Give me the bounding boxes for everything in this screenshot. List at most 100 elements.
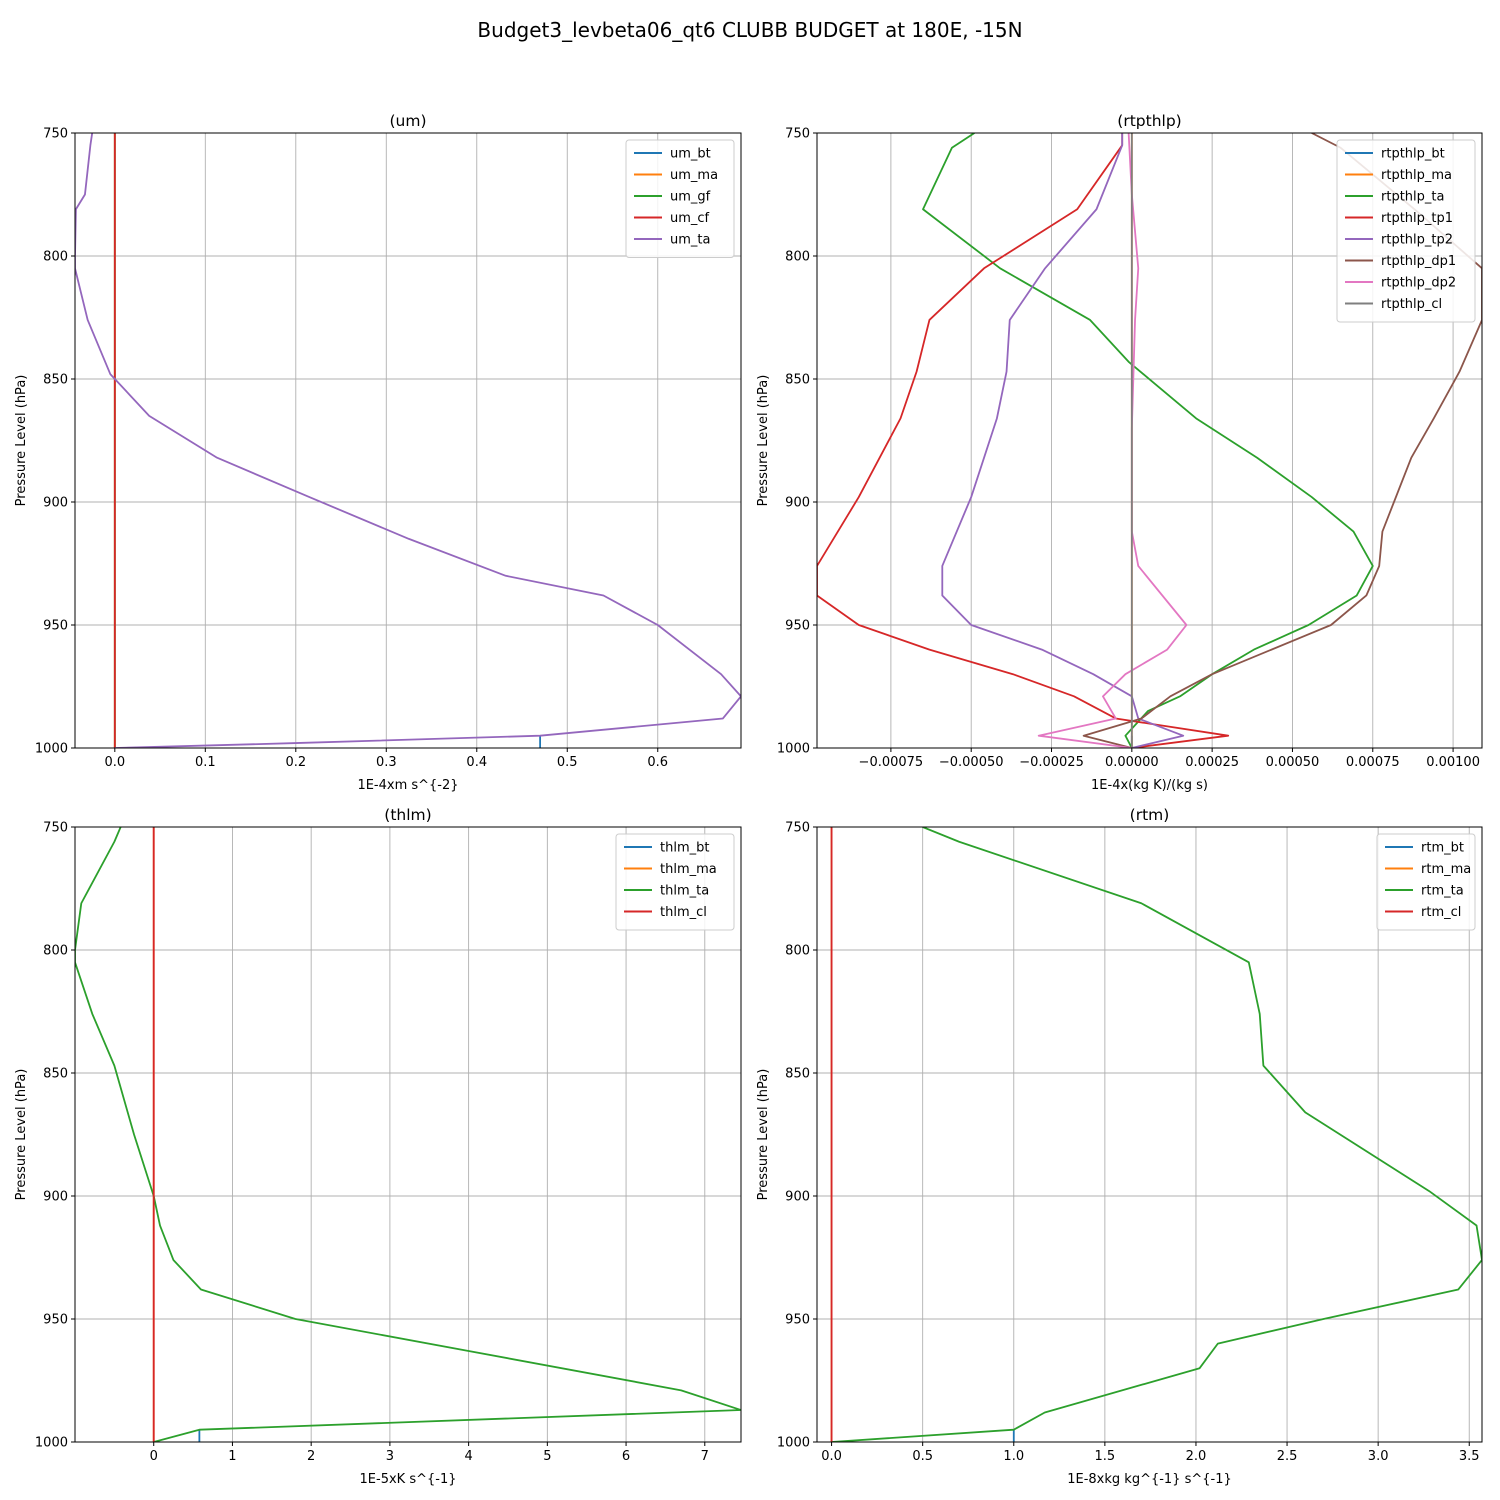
y-tick-label: 950 (785, 619, 810, 634)
y-tick-label: 800 (785, 944, 810, 959)
x-axis-label: 1E-4xm s^{-2} (357, 778, 458, 793)
legend-box (625, 139, 735, 258)
y-tick-label: 1000 (777, 742, 810, 757)
y-tick-label: 800 (785, 250, 810, 265)
subplot-0: 0.0 0.1 0.2 0.3 0.4 0.5 0.6 750 800 850 900 950 1000… (14, 112, 742, 793)
legend-entry: um_bt (670, 147, 711, 162)
legend-box (615, 833, 735, 931)
series-line-um_ta (75, 133, 741, 748)
y-tick-label: 750 (785, 821, 810, 836)
x-tick-label: 1 (228, 1449, 236, 1464)
y-tick-label: 1000 (35, 742, 68, 757)
legend-entry: rtpthlp_tp2 (1381, 233, 1453, 248)
y-tick-label: 850 (43, 373, 68, 388)
legend-entry: rtpthlp_ma (1381, 168, 1452, 183)
subplot-title: (um) (389, 112, 426, 130)
x-tick-label: 2.0 (1186, 1449, 1207, 1464)
legend-entry: rtpthlp_dp2 (1381, 276, 1456, 291)
legend-entry: rtpthlp_ta (1381, 190, 1444, 205)
legend-entry: rtpthlp_cl (1381, 297, 1442, 312)
x-tick-label: 0.3 (376, 755, 397, 770)
subplot-title: (rtpthlp) (1117, 112, 1181, 130)
x-tick-label: 0.0 (821, 1449, 842, 1464)
axes-frame (74, 826, 742, 1443)
x-tick-label: 0.0 (104, 755, 125, 770)
series-group (75, 827, 741, 1442)
legend-entry: rtm_ma (1421, 862, 1471, 877)
y-tick-label: 750 (43, 127, 68, 142)
figure-title: Budget3_levbeta06_qt6 CLUBB BUDGET at 18… (477, 18, 1022, 42)
x-tick-label: 4 (464, 1449, 472, 1464)
x-tick-label: 6 (622, 1449, 630, 1464)
legend-entry: rtm_ta (1421, 884, 1464, 899)
legend: rtpthlp_bt rtpthlp_ma rtpthlp_ta rtpthlp_tp… (1336, 139, 1476, 323)
y-tick-label: 800 (43, 944, 68, 959)
x-tick-label: −0.00075 (859, 755, 924, 770)
y-tick-label: 900 (43, 496, 68, 511)
x-tick-label: 1.5 (1095, 1449, 1116, 1464)
x-tick-label: 2.5 (1277, 1449, 1298, 1464)
x-tick-label: 0.00000 (1105, 755, 1159, 770)
subplot-3: 0.0 0.5 1.0 1.5 2.0 2.5 3.0 3.5 750 800 850 900 950 1… (756, 806, 1483, 1487)
y-tick-label: 900 (785, 496, 810, 511)
x-tick-label: 5 (543, 1449, 551, 1464)
legend-entry: um_ta (670, 233, 710, 248)
x-tick-label: 3.0 (1368, 1449, 1389, 1464)
legend-box (1336, 139, 1476, 323)
x-tick-label: 0.00050 (1266, 755, 1320, 770)
y-tick-label: 1000 (777, 1436, 810, 1451)
y-tick-label: 950 (43, 1313, 68, 1328)
x-tick-label: 0.00025 (1185, 755, 1239, 770)
x-axis-label: 1E-8xkg kg^{-1} s^{-1} (1067, 1472, 1232, 1487)
legend-entry: thlm_bt (660, 841, 709, 856)
legend: um_bt um_ma um_gf um_cf um_ta (625, 139, 735, 258)
axes-frame (74, 132, 742, 749)
x-tick-label: −0.00025 (1019, 755, 1084, 770)
x-tick-label: 0.6 (647, 755, 668, 770)
series-group (830, 827, 1482, 1442)
legend-entry: um_ma (670, 168, 718, 183)
legend-entry: thlm_cl (660, 905, 707, 920)
x-tick-label: −0.00050 (939, 755, 1004, 770)
legend-entry: thlm_ta (660, 884, 709, 899)
series-line-thlm_ta (75, 827, 741, 1442)
y-axis-label: Pressure Level (hPa) (756, 1069, 771, 1201)
series-group (817, 133, 1482, 748)
x-tick-label: 0.2 (285, 755, 306, 770)
x-tick-label: 1.0 (1003, 1449, 1024, 1464)
x-tick-label: 2 (307, 1449, 315, 1464)
axes-frame (816, 132, 1483, 749)
subplot-title: (rtm) (1130, 806, 1170, 824)
x-tick-label: 0.5 (912, 1449, 933, 1464)
y-tick-label: 750 (43, 821, 68, 836)
y-tick-label: 850 (785, 373, 810, 388)
x-tick-label: 0.00075 (1346, 755, 1400, 770)
series-line-rtm_ta (831, 827, 1482, 1442)
legend-entry: rtpthlp_dp1 (1381, 254, 1456, 269)
x-tick-label: 0.00100 (1426, 755, 1480, 770)
series-group (75, 133, 741, 748)
subplots: 0.0 0.1 0.2 0.3 0.4 0.5 0.67508008509009501000… (14, 112, 1483, 1487)
y-tick-label: 800 (43, 250, 68, 265)
x-tick-label: 3 (386, 1449, 394, 1464)
legend-entry: rtpthlp_bt (1381, 147, 1445, 162)
y-tick-label: 950 (785, 1313, 810, 1328)
y-axis-label: Pressure Level (hPa) (756, 375, 771, 507)
y-tick-label: 900 (785, 1190, 810, 1205)
axes-frame (816, 826, 1483, 1443)
y-tick-label: 850 (785, 1067, 810, 1082)
y-tick-label: 950 (43, 619, 68, 634)
legend: thlm_bt thlm_ma thlm_ta thlm_cl (615, 833, 735, 931)
y-tick-label: 850 (43, 1067, 68, 1082)
legend-entry: um_cf (670, 211, 710, 226)
legend-entry: rtm_bt (1421, 841, 1464, 856)
legend-box (1376, 833, 1476, 931)
series-line-rtpthlp_tp2 (941, 133, 1185, 748)
subplot-title: (thlm) (384, 806, 431, 824)
x-tick-label: 0.1 (195, 755, 216, 770)
y-tick-label: 750 (785, 127, 810, 142)
y-axis-label: Pressure Level (hPa) (14, 1069, 29, 1201)
series-line-rtpthlp_tp1 (817, 133, 1230, 748)
legend-entry: rtm_cl (1421, 905, 1461, 920)
